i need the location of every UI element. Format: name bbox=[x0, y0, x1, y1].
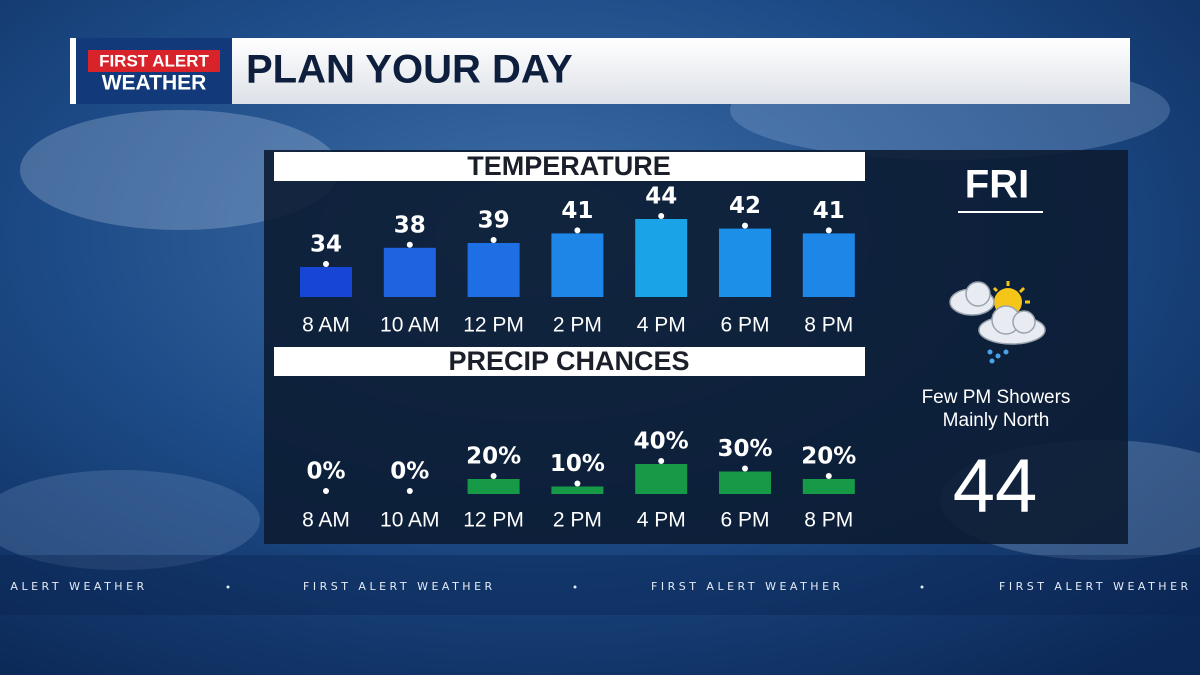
value-label: 40% bbox=[634, 429, 689, 455]
ticker-dot bbox=[920, 585, 924, 589]
condition: Mainly North bbox=[943, 410, 1050, 431]
value-label: 0% bbox=[306, 459, 345, 485]
bar bbox=[719, 228, 771, 297]
value-label: 39 bbox=[478, 208, 510, 234]
bar-dot bbox=[825, 473, 832, 479]
chart-title: PRECIP CHANCES bbox=[448, 346, 689, 376]
ticker-dot bbox=[573, 585, 577, 589]
bar bbox=[467, 479, 520, 494]
high-temp: 44 bbox=[953, 444, 1038, 529]
section-bar bbox=[274, 347, 865, 376]
bar-dot bbox=[323, 488, 329, 494]
x-tick-label: 6 PM bbox=[720, 509, 769, 532]
ticker-text: FIRST ALERT WEATHER bbox=[303, 580, 496, 593]
value-label: 41 bbox=[813, 198, 845, 224]
bar bbox=[802, 233, 855, 297]
header-bar bbox=[232, 38, 1130, 104]
bar-dot bbox=[406, 241, 413, 248]
bar bbox=[551, 233, 604, 297]
bar bbox=[467, 243, 520, 297]
value-label: 20% bbox=[466, 444, 521, 470]
ticker-text: FIRST ALERT WEATHER bbox=[0, 580, 148, 593]
x-tick-label: 2 PM bbox=[553, 509, 602, 532]
x-tick-label: 4 PM bbox=[637, 314, 686, 337]
bar-dot bbox=[406, 488, 413, 494]
day: FRI bbox=[965, 163, 1029, 207]
bar bbox=[300, 267, 352, 297]
value-label: 30% bbox=[717, 436, 772, 462]
x-tick-label: 12 PM bbox=[463, 314, 524, 337]
logo-top: FIRST ALERT bbox=[99, 51, 209, 70]
bar-dot bbox=[658, 458, 665, 464]
bar-dot bbox=[658, 213, 665, 219]
bar-dot bbox=[825, 227, 832, 234]
bar-dot bbox=[742, 222, 748, 229]
value-label: 42 bbox=[729, 193, 761, 219]
value-label: 41 bbox=[561, 198, 593, 224]
x-tick-label: 10 AM bbox=[380, 314, 440, 337]
bar-dot bbox=[490, 473, 497, 479]
logo-bracket bbox=[70, 38, 76, 104]
bar-dot bbox=[742, 465, 748, 472]
value-label: 0% bbox=[390, 459, 429, 485]
x-tick-label: 12 PM bbox=[463, 509, 524, 532]
bar bbox=[802, 479, 855, 494]
x-tick-label: 10 AM bbox=[380, 509, 440, 532]
ticker-text: FIRST ALERT WEATHER bbox=[999, 580, 1192, 593]
x-tick-label: 8 PM bbox=[804, 314, 853, 337]
value-label: 34 bbox=[310, 232, 342, 258]
chart-title: TEMPERATURE bbox=[467, 151, 671, 181]
ticker-band bbox=[0, 555, 1200, 615]
value-label: 38 bbox=[394, 212, 426, 238]
bar bbox=[635, 219, 688, 297]
value-label: 44 bbox=[645, 184, 677, 210]
bar bbox=[719, 471, 771, 494]
value-label: 20% bbox=[801, 444, 856, 470]
x-tick-label: 8 AM bbox=[302, 314, 350, 337]
x-tick-label: 8 PM bbox=[804, 509, 853, 532]
weather-icon bbox=[949, 281, 1046, 364]
x-tick-label: 4 PM bbox=[637, 509, 686, 532]
bar bbox=[383, 247, 436, 297]
x-tick-label: 6 PM bbox=[720, 314, 769, 337]
bar-dot bbox=[574, 227, 581, 234]
condition: Few PM Showers bbox=[922, 387, 1071, 408]
logo-bottom: WEATHER bbox=[102, 72, 207, 95]
bar-dot bbox=[490, 237, 497, 243]
logo-red bbox=[88, 50, 220, 72]
x-tick-label: 2 PM bbox=[553, 314, 602, 337]
section-bar bbox=[274, 152, 865, 181]
ticker-dot bbox=[226, 585, 230, 589]
bar bbox=[635, 464, 688, 494]
header-title: PLAN YOUR DAY bbox=[246, 48, 573, 92]
x-tick-label: 8 AM bbox=[302, 509, 350, 532]
bar-dot bbox=[323, 261, 329, 267]
bar-dot bbox=[574, 480, 581, 487]
ticker-text: FIRST ALERT WEATHER bbox=[651, 580, 844, 593]
value-label: 10% bbox=[550, 451, 605, 477]
bar bbox=[551, 486, 604, 494]
